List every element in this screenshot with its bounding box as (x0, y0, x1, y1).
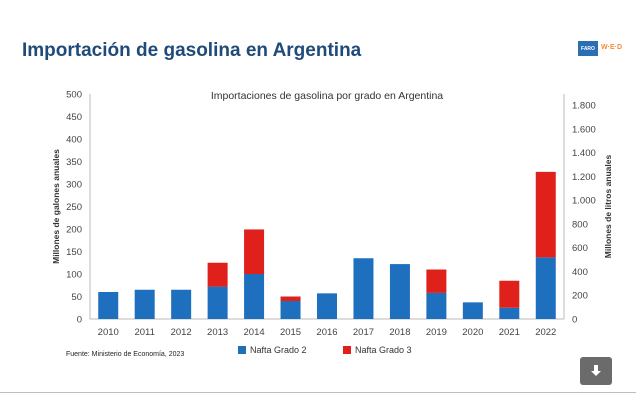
x-tick-label: 2011 (134, 327, 154, 338)
bottom-divider (0, 392, 636, 393)
bar-grado-2 (280, 301, 301, 319)
y-tick-label: 500 (66, 90, 82, 101)
x-tick-label: 2019 (426, 327, 447, 338)
bar-grado-2 (134, 289, 155, 319)
bar-grado-3 (426, 269, 447, 293)
logo-accent-text: W·E·D (601, 44, 622, 51)
bar-grado-2 (499, 307, 520, 319)
y2-tick-label: 1.000 (572, 196, 596, 207)
x-tick-label: 2013 (207, 327, 228, 338)
source-note: Fuente: Ministerio de Economía, 2023 (66, 351, 185, 358)
logo-box: FARO (578, 41, 598, 56)
bar-grado-3 (244, 229, 265, 274)
x-tick-label: 2021 (499, 327, 520, 338)
bar-grado-2 (389, 264, 410, 319)
download-icon (591, 365, 601, 376)
y-axis-title: Millones de galones anuales (51, 149, 61, 264)
chart: Importaciones de gasolina por grado en A… (51, 90, 613, 339)
y2-tick-label: 1.400 (572, 148, 596, 159)
bar-grado-2 (244, 274, 265, 319)
y2-tick-label: 800 (572, 219, 588, 230)
bar-grado-2 (426, 292, 447, 319)
x-tick-label: 2020 (462, 327, 483, 338)
y2-tick-label: 1.200 (572, 172, 596, 183)
y2-tick-label: 200 (572, 291, 588, 302)
y2-tick-label: 0 (572, 315, 577, 326)
y-tick-label: 450 (66, 112, 82, 123)
x-tick-label: 2017 (353, 327, 374, 338)
bar-grado-3 (535, 171, 556, 258)
x-tick-label: 2012 (171, 327, 192, 338)
chart-title: Importaciones de gasolina por grado en A… (211, 90, 443, 102)
y-tick-label: 350 (66, 157, 82, 168)
bar-grado-2 (317, 293, 337, 319)
bar-grado-3 (499, 280, 520, 308)
y-tick-label: 250 (66, 202, 82, 213)
x-tick-label: 2016 (316, 327, 337, 338)
bar-grado-2 (353, 258, 374, 319)
bar-grado-3 (280, 296, 301, 301)
legend-item-grado-3: Nafta Grado 3 (343, 345, 412, 355)
y-tick-label: 200 (66, 225, 82, 236)
page-title: Importación de gasolina en Argentina (22, 40, 362, 61)
legend-label-grado-3: Nafta Grado 3 (355, 345, 412, 355)
y-tick-label: 0 (77, 315, 82, 326)
bar-grado-2 (462, 302, 483, 319)
legend-label-grado-2: Nafta Grado 2 (250, 345, 307, 355)
y-tick-label: 400 (66, 135, 82, 146)
bar-grado-3 (207, 262, 228, 287)
y-tick-label: 100 (66, 270, 82, 281)
y2-axis-title: Millones de litros anuales (603, 155, 613, 259)
y2-tick-label: 1.800 (572, 101, 596, 112)
faro-logo: FARO W·E·D (578, 38, 628, 60)
y2-tick-label: 600 (572, 243, 588, 254)
x-tick-label: 2018 (389, 327, 410, 338)
legend-swatch-grado-2 (238, 346, 246, 354)
x-tick-label: 2014 (244, 327, 265, 338)
y2-tick-label: 400 (572, 267, 588, 278)
bar-grado-2 (171, 289, 192, 319)
x-tick-label: 2010 (98, 327, 119, 338)
bar-grado-2 (535, 257, 556, 319)
bar-grado-2 (98, 292, 119, 319)
y-tick-label: 150 (66, 247, 82, 258)
bar-grado-2 (207, 286, 228, 319)
x-tick-label: 2015 (280, 327, 301, 338)
legend-swatch-grado-3 (343, 346, 351, 354)
legend-item-grado-2: Nafta Grado 2 (238, 345, 307, 355)
download-button[interactable] (580, 357, 612, 385)
x-tick-label: 2022 (535, 327, 556, 338)
y2-tick-label: 1.600 (572, 124, 596, 135)
y-tick-label: 300 (66, 180, 82, 191)
y-tick-label: 50 (71, 292, 82, 303)
